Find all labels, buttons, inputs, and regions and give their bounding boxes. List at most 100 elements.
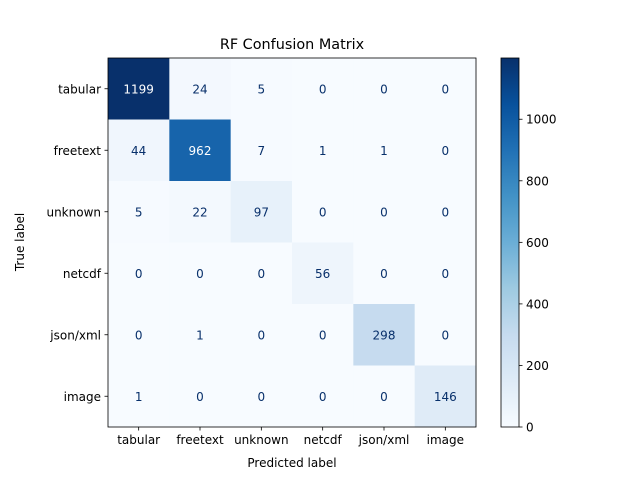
- colorbar-tick-label: 800: [526, 174, 549, 188]
- cell-4-2: [230, 304, 293, 366]
- y-axis-label: True label: [13, 213, 27, 272]
- cell-0-3: [292, 58, 354, 120]
- cell-5-3: [292, 365, 354, 428]
- cell-0-0: [108, 58, 170, 120]
- cell-label-5-2: 0: [258, 390, 266, 404]
- cell-label-0-5: 0: [442, 82, 450, 96]
- cell-label-0-4: 0: [380, 82, 388, 96]
- x-axis-ticks: tabular freetext unknown netcdf json/xml imag…: [117, 427, 464, 447]
- cell-label-2-0: 5: [135, 205, 143, 219]
- cell-label-3-0: 0: [135, 267, 143, 281]
- cell-2-0: [108, 181, 170, 243]
- cell-label-4-4: 298: [373, 328, 396, 342]
- cell-3-0: [108, 242, 170, 305]
- x-axis-label: Predicted label: [247, 456, 336, 470]
- colorbar-tick-label: 400: [526, 297, 549, 311]
- cell-label-0-1: 24: [192, 82, 207, 96]
- cell-label-3-3: 56: [315, 267, 330, 281]
- cell-3-1: [169, 242, 232, 305]
- y-axis-ticks: tabular freetext unknown netcdf json/xml imag…: [46, 82, 108, 404]
- cell-4-3: [292, 304, 354, 366]
- cell-label-3-1: 0: [196, 267, 204, 281]
- cell-label-2-1: 22: [192, 205, 207, 219]
- cell-label-5-1: 0: [196, 390, 204, 404]
- colorbar-tick-label: 200: [526, 359, 549, 373]
- cell-label-2-5: 0: [442, 205, 450, 219]
- cell-label-4-5: 0: [442, 328, 450, 342]
- cell-label-3-5: 0: [442, 267, 450, 281]
- cell-2-3: [292, 181, 354, 243]
- colorbar-tick-label: 600: [526, 236, 549, 250]
- cell-5-4: [353, 365, 416, 428]
- x-tick-label: json/xml: [358, 433, 410, 447]
- cell-3-2: [230, 242, 293, 305]
- cell-5-2: [230, 365, 293, 428]
- y-tick-label: tabular: [58, 82, 101, 96]
- cell-label-4-2: 0: [258, 328, 266, 342]
- cell-label-3-4: 0: [380, 267, 388, 281]
- cell-2-2: [230, 181, 293, 243]
- cell-label-0-2: 5: [258, 82, 266, 96]
- cell-label-3-2: 0: [258, 267, 266, 281]
- cell-1-4: [353, 119, 416, 182]
- cell-label-2-3: 0: [319, 205, 327, 219]
- cell-label-5-0: 1: [135, 390, 143, 404]
- cell-label-2-2: 97: [254, 205, 269, 219]
- x-tick-label: freetext: [176, 433, 224, 447]
- cell-label-1-3: 1: [319, 144, 327, 158]
- cell-1-1: [169, 119, 232, 182]
- colorbar: [500, 57, 520, 428]
- cell-3-5: [414, 242, 477, 305]
- cell-label-5-3: 0: [319, 390, 327, 404]
- cell-label-1-1: 962: [189, 144, 212, 158]
- cell-5-1: [169, 365, 232, 428]
- x-tick-label: image: [427, 433, 464, 447]
- colorbar-ticks: 0 200 400 600 800 1000: [519, 113, 557, 435]
- cell-5-5: [414, 365, 477, 428]
- x-tick-label: unknown: [234, 433, 289, 447]
- cell-4-0: [108, 304, 170, 366]
- y-tick-label: netcdf: [63, 267, 102, 281]
- cell-1-3: [292, 119, 354, 182]
- cell-3-4: [353, 242, 416, 305]
- cell-label-2-4: 0: [380, 205, 388, 219]
- cell-0-5: [414, 58, 477, 120]
- cell-label-1-0: 44: [131, 144, 146, 158]
- y-tick-label: image: [64, 390, 101, 404]
- y-tick-label: json/xml: [49, 328, 101, 342]
- cell-1-0: [108, 119, 170, 182]
- cell-label-0-3: 0: [319, 82, 327, 96]
- chart-title: RF Confusion Matrix: [220, 37, 365, 53]
- cell-4-4: [353, 304, 416, 366]
- cell-0-2: [230, 58, 293, 120]
- cell-label-5-4: 0: [380, 390, 388, 404]
- cell-label-0-0: 1199: [123, 82, 154, 96]
- colorbar-tick-label: 1000: [526, 113, 557, 127]
- cell-2-1: [169, 181, 232, 243]
- cell-label-4-0: 0: [135, 328, 143, 342]
- matrix-cells: [108, 58, 477, 428]
- cell-4-1: [169, 304, 232, 366]
- cell-label-4-3: 0: [319, 328, 327, 342]
- cell-value-labels: 1199 24 5 0 0 0 44 962 7 1 1 0 5 22 97 0 0 0 0 0 0 56 0 0 0 1 0 0 29…: [123, 82, 456, 404]
- cell-label-4-1: 1: [196, 328, 204, 342]
- cell-0-1: [169, 58, 232, 120]
- cell-label-1-5: 0: [442, 144, 450, 158]
- cell-5-0: [108, 365, 170, 428]
- x-tick-label: netcdf: [304, 433, 343, 447]
- cell-4-5: [414, 304, 477, 366]
- plot-frame: [107, 57, 477, 428]
- cell-2-5: [414, 181, 477, 243]
- y-tick-label: unknown: [46, 205, 101, 219]
- cell-label-1-2: 7: [258, 144, 266, 158]
- y-tick-label: freetext: [54, 144, 102, 158]
- x-tick-label: tabular: [117, 433, 160, 447]
- cell-1-5: [414, 119, 477, 182]
- cell-2-4: [353, 181, 416, 243]
- cell-3-3: [292, 242, 354, 305]
- cell-0-4: [353, 58, 416, 120]
- cell-1-2: [230, 119, 293, 182]
- cell-label-5-5: 146: [434, 390, 457, 404]
- colorbar-tick-label: 0: [526, 421, 534, 435]
